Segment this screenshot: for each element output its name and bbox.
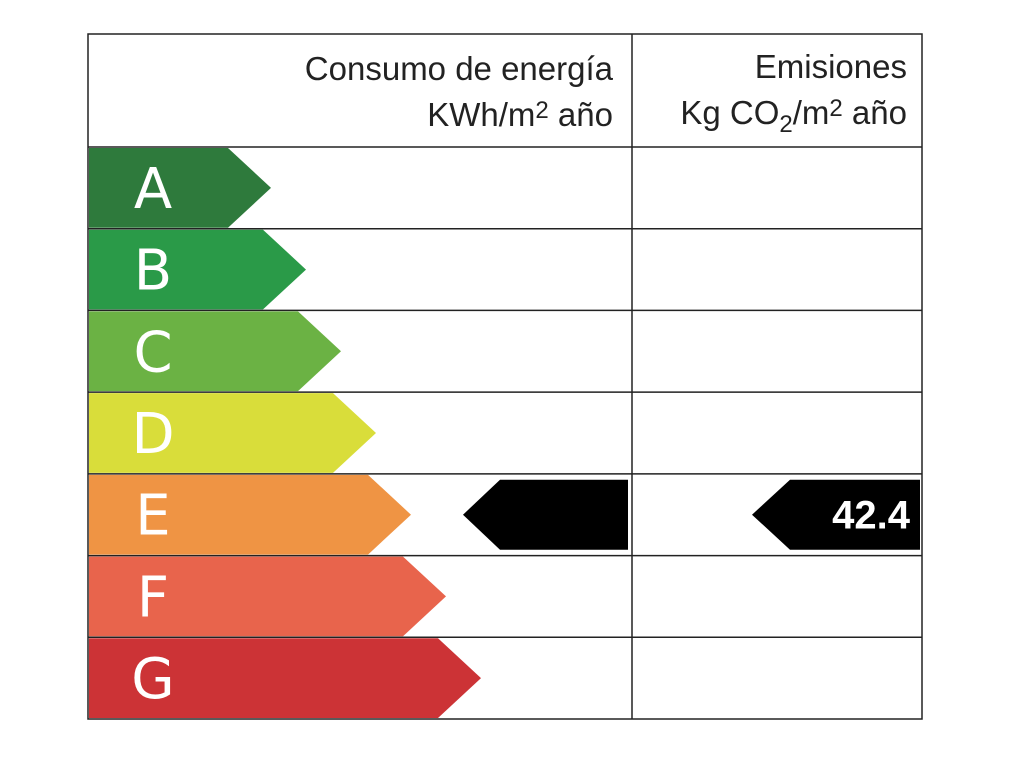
- grade-letter: B: [134, 239, 172, 304]
- consumption-unit: KWh/m2 año: [427, 96, 613, 133]
- grade-arrow: [89, 229, 306, 310]
- unit-superscript: 2: [829, 95, 842, 122]
- emissions-value: 42.4: [832, 494, 911, 538]
- unit-part: Kg CO: [680, 94, 779, 131]
- grade-arrow: [89, 393, 376, 473]
- unit-part: KWh/m: [427, 96, 535, 133]
- grade-arrow: [89, 556, 446, 637]
- emissions-title: Emisiones: [755, 48, 907, 85]
- table-border: [87, 33, 923, 720]
- table-lines: [87, 33, 923, 720]
- emissions-indicator: [752, 479, 920, 550]
- grade-arrow: [89, 148, 271, 228]
- grade-arrow: [89, 311, 341, 392]
- unit-subscript: 2: [779, 111, 792, 138]
- unit-part: /m: [793, 94, 830, 131]
- grade-letter: F: [137, 565, 169, 630]
- consumption-title: Consumo de energía: [305, 50, 614, 87]
- unit-part: año: [843, 94, 907, 131]
- consumption-indicator: [463, 479, 628, 550]
- grade-letter: G: [131, 647, 174, 712]
- grade-letter: D: [131, 402, 174, 467]
- unit-part: año: [549, 96, 613, 133]
- grade-letter: E: [135, 484, 170, 549]
- grade-arrow: [89, 638, 481, 718]
- unit-superscript: 2: [535, 97, 548, 124]
- grade-letter: C: [133, 320, 172, 385]
- grade-arrow: [89, 474, 411, 555]
- emissions-unit: Kg CO2/m2 año: [680, 94, 907, 138]
- grade-letter: A: [134, 157, 172, 222]
